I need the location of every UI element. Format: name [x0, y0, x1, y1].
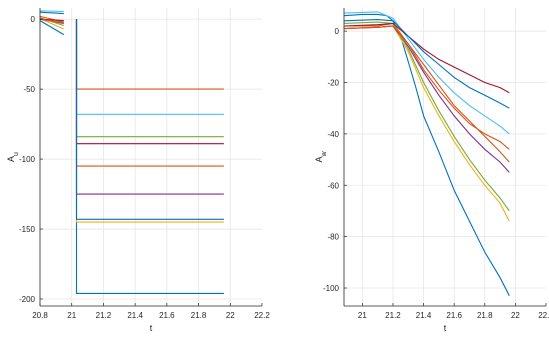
x-tick-label: 21.6: [159, 311, 175, 320]
series-line-6: [39, 10, 64, 13]
y-tick-label: -50: [23, 85, 35, 94]
x-tick-label: 21: [67, 311, 76, 320]
y-tick-label: -100: [19, 155, 36, 164]
x-tick-label: 21: [358, 311, 367, 320]
x-axis-label: t: [444, 323, 447, 333]
series-line-9: [343, 19, 510, 109]
series-group: [39, 10, 224, 294]
plot-area: [40, 8, 262, 306]
x-tick-label: 21.2: [96, 311, 112, 320]
x-tick-label: 22: [511, 311, 520, 320]
series-line-8: [39, 18, 64, 24]
x-tick-label: 22.2: [254, 311, 270, 320]
series-line-9: [75, 19, 224, 220]
y-tick-label: -20: [327, 79, 339, 88]
x-tick-label: 21.4: [127, 311, 143, 320]
y-tick-label: -100: [323, 284, 340, 293]
y-tick-label: 0: [335, 27, 340, 36]
right-axes: 21 21.2 21.4 21.6 21.8 22 22.2 0 -20 -40 -60 -80 -10…: [314, 8, 549, 333]
series-line-1: [343, 13, 510, 296]
y-axis-label: Au: [6, 152, 20, 162]
series-line-1: [39, 11, 64, 15]
series-line-8: [343, 25, 510, 150]
x-tick-label: 21.4: [416, 311, 432, 320]
series-line-6: [343, 11, 510, 135]
y-axis-label: Aw: [314, 151, 328, 163]
series-line-9: [39, 20, 65, 36]
x-tick-label: 21.2: [385, 311, 401, 320]
x-axis-label: t: [150, 323, 153, 333]
x-tick-label: 20.8: [32, 311, 48, 320]
x-tick-label: 21.8: [191, 311, 207, 320]
y-tick-label: -80: [327, 233, 339, 242]
series-line-5: [343, 21, 510, 212]
series-group: [343, 11, 510, 296]
x-tick-label: 22.2: [538, 311, 549, 320]
y-tick-label: 0: [31, 15, 36, 24]
y-tick-label: -60: [327, 181, 339, 190]
y-tick-label: -200: [19, 295, 36, 304]
series-line-2: [39, 15, 64, 23]
plot-area: [344, 8, 546, 306]
y-tick-label: -150: [19, 225, 36, 234]
x-tick-label: 21.8: [477, 311, 493, 320]
y-tick-label: -40: [327, 130, 339, 139]
series-line-7: [343, 22, 510, 94]
x-tick-label: 22: [226, 311, 235, 320]
x-tick-label: 21.6: [446, 311, 462, 320]
left-axes: 20.8 21 21.2 21.4 21.6 21.8 22 22.2 0 -50 -100 -150…: [6, 8, 270, 333]
